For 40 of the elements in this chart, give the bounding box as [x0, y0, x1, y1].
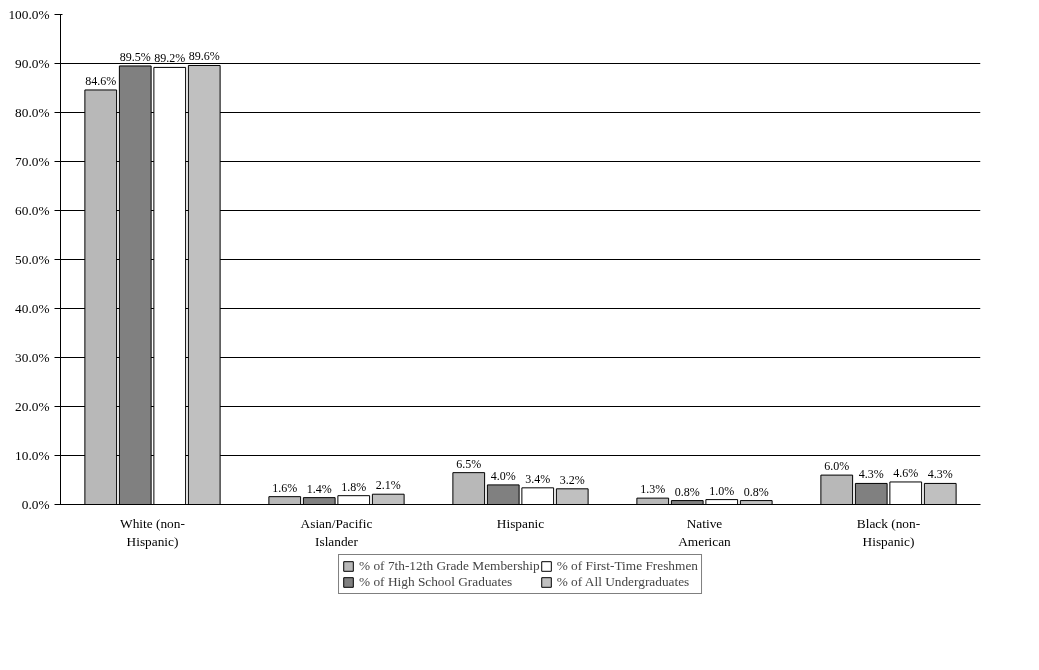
y-tick-label: 50.0% [15, 252, 50, 267]
x-tick-label: Black (non-Hispanic) [856, 515, 921, 549]
y-tick-label: 0.0% [21, 497, 50, 512]
legend-label: % of First-Time Freshmen [556, 558, 698, 574]
y-tick-label: 70.0% [15, 154, 50, 169]
data-label: 84.6% [85, 73, 117, 88]
data-label: 89.6% [188, 49, 220, 64]
data-label: 89.5% [119, 49, 151, 64]
data-label: 4.6% [893, 465, 919, 480]
data-label: 1.8% [341, 479, 367, 494]
y-tick-label: 90.0% [15, 56, 50, 71]
y-tick-label: 80.0% [15, 105, 50, 120]
y-tick-label: 100.0% [8, 7, 50, 22]
data-label: 1.0% [709, 483, 735, 498]
data-label: 6.5% [456, 456, 482, 471]
legend-label: % of 7th-12th Grade Membership [359, 558, 540, 574]
data-label: 0.8% [743, 484, 769, 499]
data-label: 2.1% [375, 478, 401, 493]
data-label: 89.2% [154, 51, 186, 66]
y-tick-label: 40.0% [15, 301, 50, 316]
x-tick-label: White (non-Hispanic) [120, 515, 185, 549]
data-label: 0.8% [674, 484, 700, 499]
data-label: 1.3% [640, 482, 666, 497]
legend-label: % of High School Graduates [359, 574, 513, 590]
data-label: 6.0% [824, 459, 850, 474]
data-label: 4.3% [858, 467, 884, 482]
x-tick-label: Asian/Pacific Islander [300, 515, 373, 549]
y-tick-label: 30.0% [15, 350, 50, 365]
legend-label: % of All Undergraduates [556, 574, 690, 590]
data-label: 3.2% [559, 472, 585, 487]
data-label: 4.0% [490, 468, 516, 483]
x-tick-label: Native American [678, 515, 732, 549]
y-tick-label: 10.0% [15, 448, 50, 463]
data-label: 4.3% [927, 467, 953, 482]
y-tick-label: 20.0% [15, 399, 50, 414]
data-label: 1.6% [272, 480, 298, 495]
y-tick-label: 60.0% [15, 203, 50, 218]
data-label: 3.4% [525, 471, 551, 486]
data-label: 1.4% [306, 481, 332, 496]
x-tick-label: Hispanic [496, 515, 545, 531]
